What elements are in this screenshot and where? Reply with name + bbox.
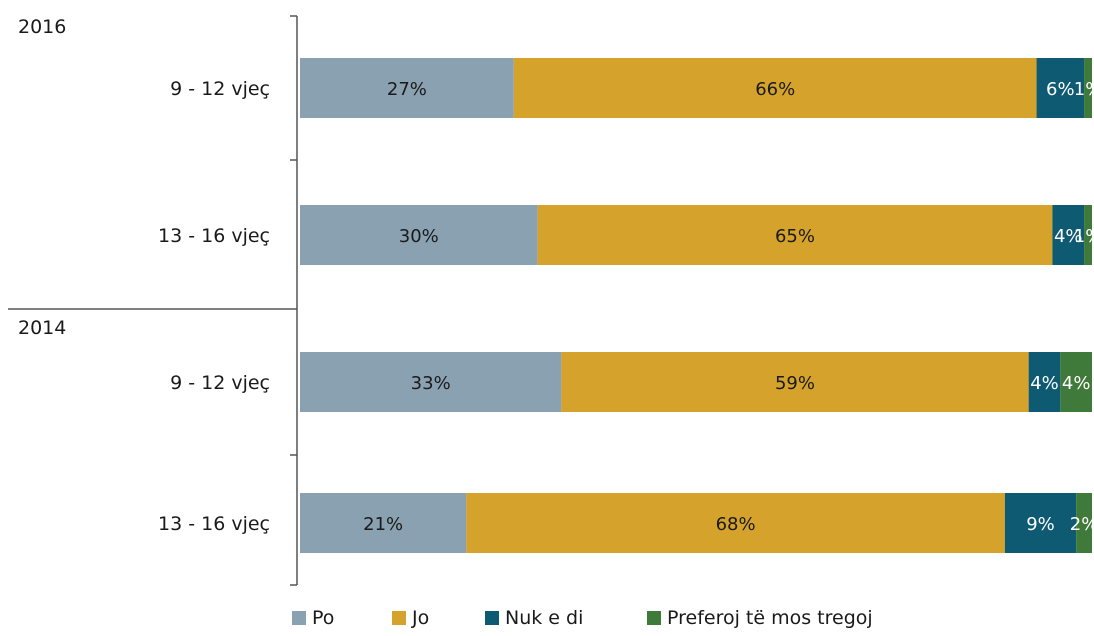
- category-axis: [8, 15, 298, 586]
- bar-segment: [1084, 205, 1092, 265]
- legend-swatch: [485, 611, 499, 625]
- bar-segment: [300, 58, 514, 118]
- group-label: 2014: [18, 317, 66, 339]
- bars: [300, 58, 1092, 553]
- bar-segment: [1036, 58, 1085, 118]
- bar-segment: [1052, 205, 1085, 265]
- legend-label: Jo: [411, 607, 429, 629]
- legend-label: Po: [312, 607, 334, 629]
- bar-segment: [561, 352, 1029, 412]
- data-label: 66%: [755, 79, 795, 100]
- category-label: 13 - 16 vjeç: [158, 225, 270, 247]
- data-label: 21%: [363, 514, 403, 535]
- data-label: 33%: [411, 373, 451, 394]
- data-label: 59%: [775, 373, 815, 394]
- data-label: 4%: [1062, 373, 1091, 394]
- data-label: 1%: [1074, 226, 1094, 247]
- legend-swatch: [292, 611, 306, 625]
- category-label: 13 - 16 vjeç: [158, 513, 270, 535]
- bar-segment: [1004, 493, 1077, 553]
- bar-segment: [466, 493, 1005, 553]
- legend-label: Nuk e di: [505, 607, 583, 629]
- bar-segment: [300, 493, 467, 553]
- data-label: 4%: [1054, 226, 1083, 247]
- category-label: 9 - 12 vjeç: [170, 372, 270, 394]
- data-label: 2%: [1070, 514, 1094, 535]
- category-label: 9 - 12 vjeç: [170, 78, 270, 100]
- bar-segment: [513, 58, 1037, 118]
- bar-segment: [1060, 352, 1092, 412]
- legend: Po Jo Nuk e di Preferoj të mos tregoj: [292, 607, 873, 629]
- data-label: 9%: [1026, 514, 1055, 535]
- data-label: 1%: [1074, 79, 1094, 100]
- bar-segment: [300, 205, 538, 265]
- legend-label: Preferoj të mos tregoj: [667, 607, 873, 629]
- bar-segment: [1084, 58, 1092, 118]
- data-label: 4%: [1030, 373, 1059, 394]
- data-label: 65%: [775, 226, 815, 247]
- data-label: 27%: [387, 79, 427, 100]
- bar-segment: [1076, 493, 1092, 553]
- legend-swatch: [392, 611, 406, 625]
- data-label: 30%: [399, 226, 439, 247]
- legend-swatch: [647, 611, 661, 625]
- group-label: 2016: [18, 16, 66, 38]
- bar-segment: [1028, 352, 1061, 412]
- bar-segment: [537, 205, 1053, 265]
- data-label: 6%: [1046, 79, 1075, 100]
- data-label: 68%: [716, 514, 756, 535]
- bar-segment: [300, 352, 562, 412]
